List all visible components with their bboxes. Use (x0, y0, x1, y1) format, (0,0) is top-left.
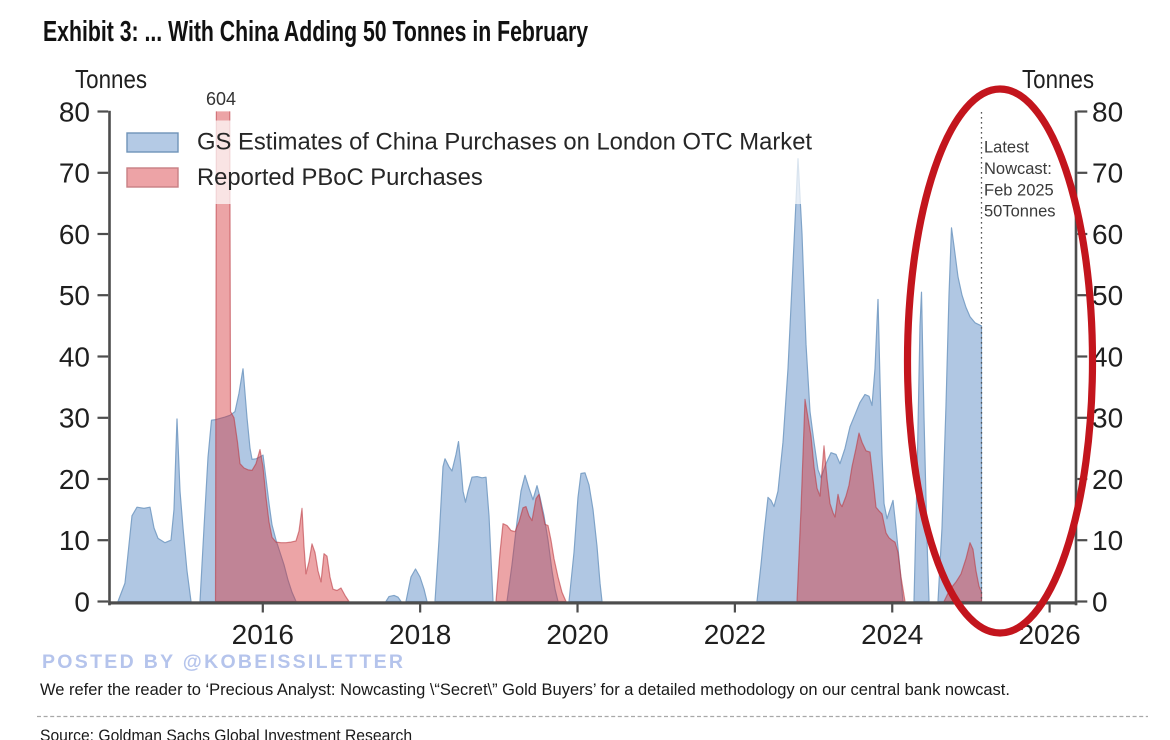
svg-text:30: 30 (1092, 403, 1123, 434)
svg-text:60: 60 (1092, 219, 1123, 250)
svg-text:20: 20 (59, 464, 90, 495)
svg-text:2018: 2018 (389, 619, 451, 650)
svg-text:50: 50 (1092, 280, 1123, 311)
svg-text:30: 30 (59, 403, 90, 434)
svg-text:Tonnes: Tonnes (75, 65, 147, 94)
svg-text:Exhibit 3: ... With China Addi: Exhibit 3: ... With China Adding 50 Tonn… (43, 16, 588, 48)
svg-text:80: 80 (1092, 96, 1123, 127)
svg-text:80: 80 (59, 96, 90, 127)
svg-text:Feb 2025: Feb 2025 (984, 181, 1054, 199)
svg-text:50Tonnes: 50Tonnes (984, 203, 1056, 221)
svg-text:Nowcast:: Nowcast: (984, 160, 1052, 178)
svg-text:Source: Goldman Sachs Global I: Source: Goldman Sachs Global Investment … (40, 726, 412, 740)
svg-text:Reported PBoC Purchases: Reported PBoC Purchases (197, 164, 483, 191)
svg-text:10: 10 (59, 525, 90, 556)
svg-text:2016: 2016 (232, 619, 294, 650)
svg-text:20: 20 (1092, 464, 1123, 495)
svg-text:GS Estimates of China Purchase: GS Estimates of China Purchases on Londo… (197, 129, 812, 156)
svg-text:Latest: Latest (984, 139, 1029, 157)
svg-text:0: 0 (74, 586, 90, 617)
svg-text:2022: 2022 (704, 619, 766, 650)
svg-text:70: 70 (59, 158, 90, 189)
svg-text:We refer the reader to ‘Precio: We refer the reader to ‘Precious Analyst… (40, 680, 1010, 699)
svg-text:604: 604 (206, 89, 236, 109)
svg-text:0: 0 (1092, 586, 1108, 617)
svg-text:2024: 2024 (861, 619, 923, 650)
svg-text:10: 10 (1092, 525, 1123, 556)
svg-text:40: 40 (1092, 341, 1123, 372)
svg-text:60: 60 (59, 219, 90, 250)
svg-text:Tonnes: Tonnes (1022, 65, 1094, 94)
svg-text:40: 40 (59, 341, 90, 372)
svg-text:POSTED BY @KOBEISSILETTER: POSTED BY @KOBEISSILETTER (42, 651, 405, 673)
svg-text:50: 50 (59, 280, 90, 311)
svg-text:2020: 2020 (546, 619, 608, 650)
svg-text:70: 70 (1092, 158, 1123, 189)
